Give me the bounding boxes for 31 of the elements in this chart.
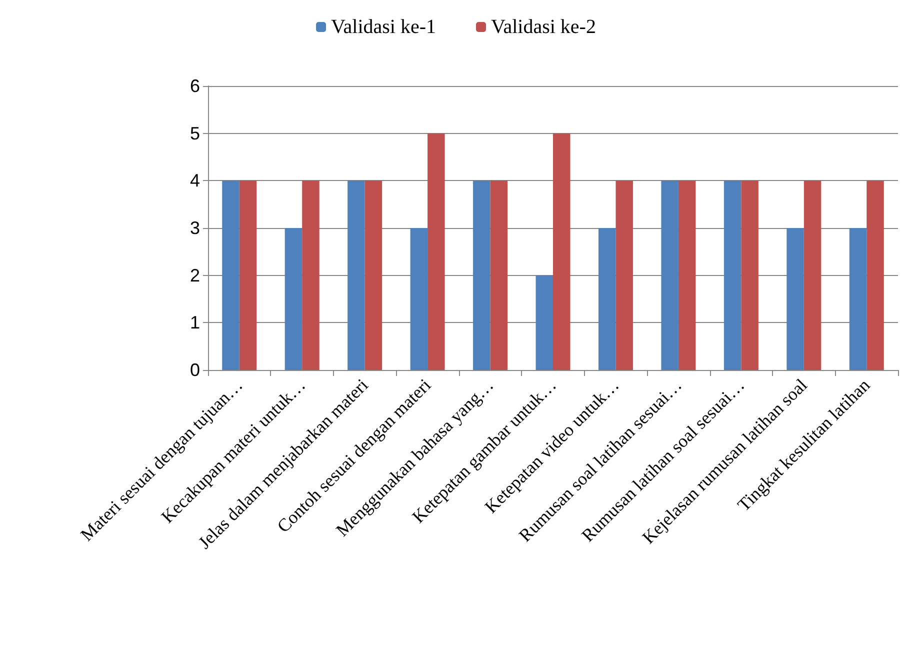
- y-tick-label: 4: [190, 170, 200, 191]
- bar: [410, 228, 428, 370]
- y-tick-label: 0: [190, 360, 200, 380]
- bar: [428, 133, 445, 370]
- bar: [348, 180, 365, 370]
- bar: [661, 180, 678, 370]
- bar: [678, 180, 696, 370]
- y-tick-label: 3: [190, 218, 200, 238]
- bar: [239, 180, 257, 370]
- bar: [616, 180, 633, 370]
- legend-label: Validasi ke-1: [331, 16, 436, 38]
- bar: [302, 180, 320, 370]
- bar: [490, 180, 508, 370]
- bar: [364, 180, 382, 370]
- y-tick-label: 1: [190, 312, 200, 333]
- y-tick-label: 2: [190, 265, 200, 286]
- bar: [222, 180, 240, 370]
- bar: [473, 180, 490, 370]
- y-tick-label: 5: [190, 123, 200, 144]
- bar: [866, 180, 884, 370]
- bar: [284, 228, 302, 370]
- bar: [536, 275, 553, 370]
- bar: [724, 180, 742, 370]
- bar: [598, 228, 616, 370]
- legend-label: Validasi ke-2: [491, 16, 596, 38]
- bar: [804, 180, 822, 370]
- bar: [849, 228, 867, 370]
- bar: [553, 133, 570, 370]
- bar: [786, 228, 804, 370]
- bar: [741, 180, 758, 370]
- y-tick-label: 6: [190, 76, 200, 96]
